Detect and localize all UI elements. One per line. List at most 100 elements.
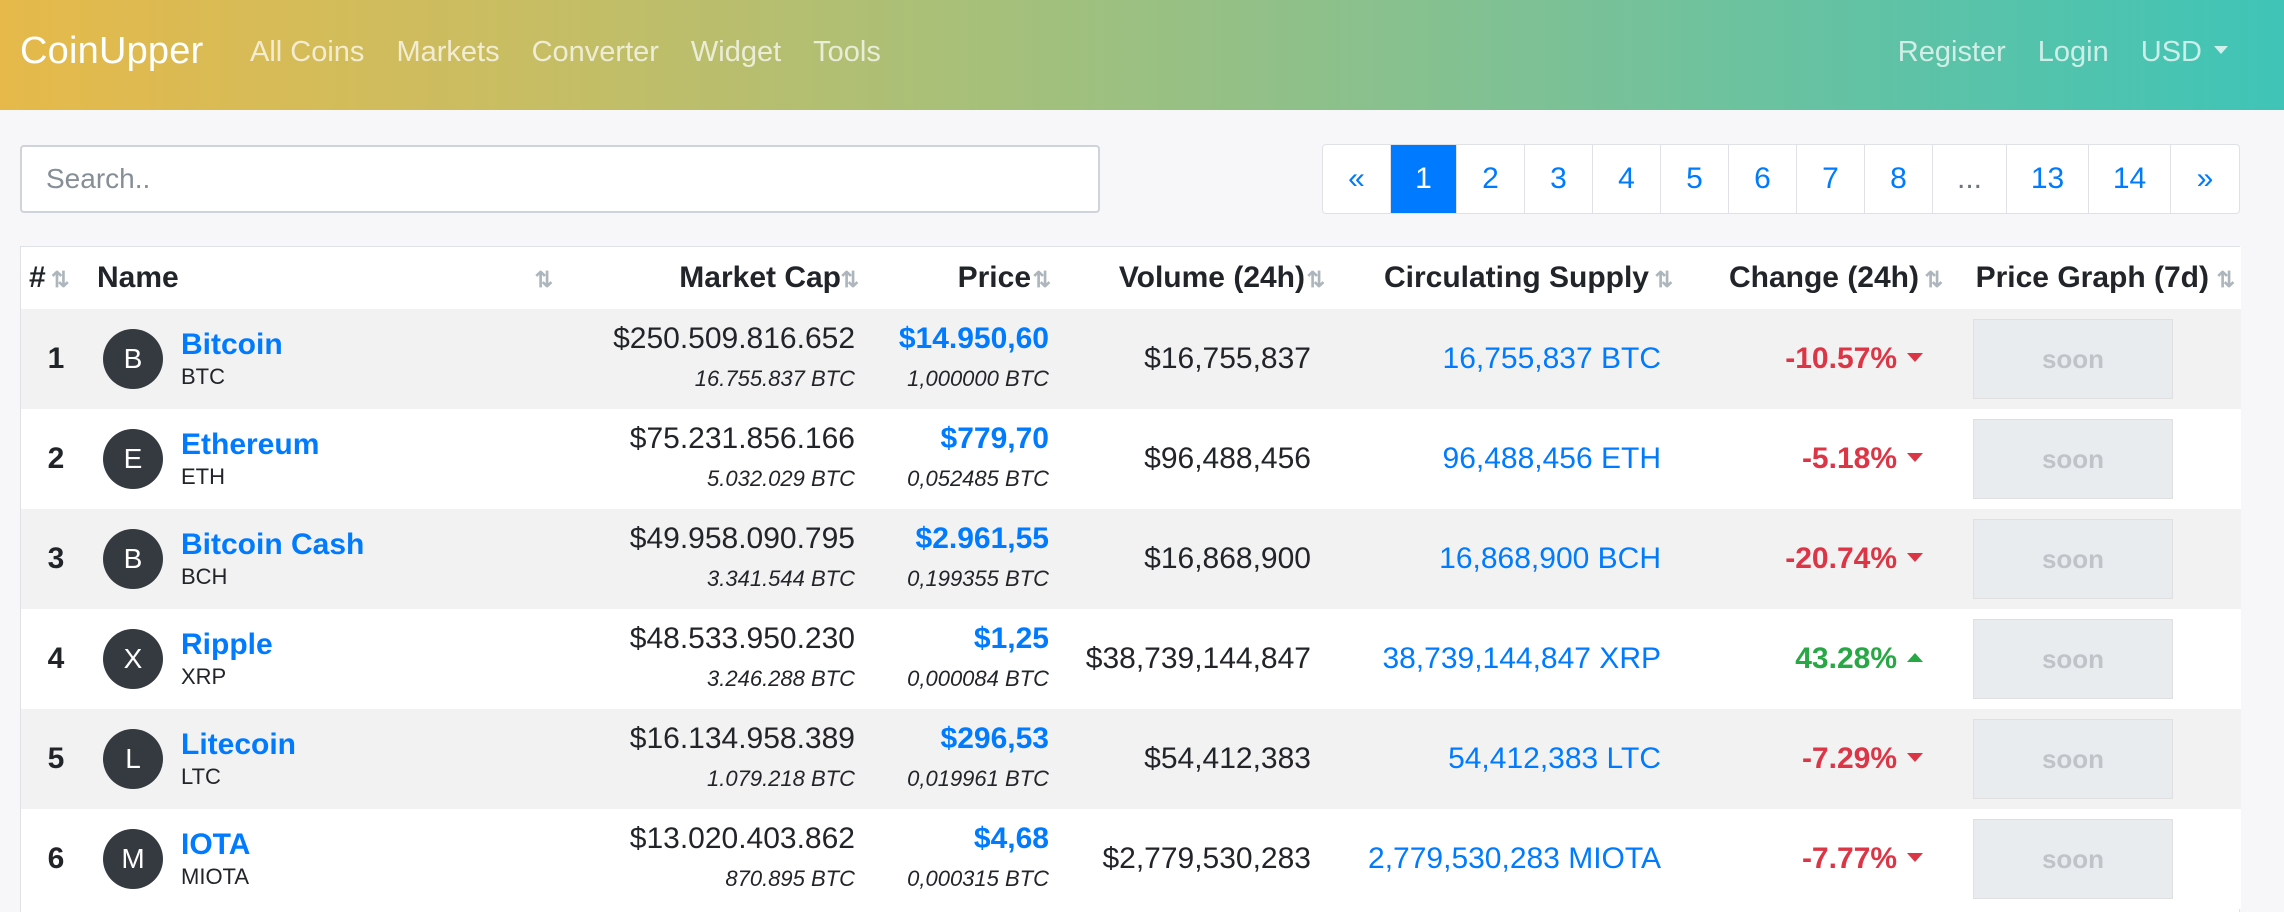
price-graph-placeholder: soon <box>1973 419 2173 499</box>
supply-cell[interactable]: 96,488,456 ETH <box>1325 409 1675 509</box>
col-price-label: Price <box>957 261 1031 294</box>
price-btc: 0,052485 BTC <box>907 466 1049 491</box>
login-link[interactable]: Login <box>2037 36 2109 68</box>
price-usd[interactable]: $14.950,60 <box>898 322 1049 355</box>
price-usd[interactable]: $779,70 <box>940 422 1049 455</box>
coin-name-link[interactable]: Litecoin <box>181 728 297 761</box>
page-5[interactable]: 5 <box>1661 145 1729 213</box>
page-next[interactable]: » <box>2196 162 2214 195</box>
market-cap-cell: $75.231.856.166 5.032.029 BTC <box>561 409 861 509</box>
price-usd[interactable]: $296,53 <box>940 722 1049 755</box>
coin-rank: 1 <box>21 309 91 409</box>
change-cell: -7.77% <box>1675 809 1945 909</box>
page-13[interactable]: 13 <box>2007 145 2089 213</box>
graph-cell: soon <box>1945 609 2241 709</box>
change-value: -7.77% <box>1801 842 1897 875</box>
col-marketcap-header[interactable]: Market Cap ⇅ <box>561 247 861 309</box>
coin-name-link[interactable]: Ripple <box>181 628 273 661</box>
supply-cell[interactable]: 16,755,837 BTC <box>1325 309 1675 409</box>
market-cap-btc: 870.895 BTC <box>725 866 855 891</box>
coin-rank: 5 <box>21 709 91 809</box>
page-14[interactable]: 14 <box>2089 145 2171 213</box>
page-8[interactable]: 8 <box>1865 145 1933 213</box>
supply-cell[interactable]: 38,739,144,847 XRP <box>1325 609 1675 709</box>
sort-icon[interactable]: ⇅ <box>840 267 859 292</box>
market-cap-usd: $16.134.958.389 <box>629 722 855 755</box>
table-row[interactable]: 3 B Bitcoin Cash BCH $49.958.090.795 3.3… <box>21 509 2241 609</box>
page-2[interactable]: 2 <box>1457 145 1525 213</box>
sort-icon[interactable]: ⇅ <box>1924 267 1943 292</box>
market-cap-cell: $16.134.958.389 1.079.218 BTC <box>561 709 861 809</box>
nav-widget[interactable]: Widget <box>690 36 782 68</box>
register-link[interactable]: Register <box>1897 36 2006 68</box>
market-cap-usd: $250.509.816.652 <box>613 322 855 355</box>
table-row[interactable]: 4 X Ripple XRP $48.533.950.230 3.246.288… <box>21 609 2241 709</box>
sort-icon[interactable]: ⇅ <box>1654 267 1673 292</box>
graph-cell: soon <box>1945 709 2241 809</box>
price-cell: $2.961,55 0,199355 BTC <box>861 509 1055 609</box>
pagination: « 1 2 3 4 5 6 7 8 ... 13 14 » <box>1322 144 2240 214</box>
coin-symbol: ETH <box>181 464 225 489</box>
page-prev[interactable]: « <box>1323 145 1391 213</box>
coin-symbol: BCH <box>181 564 228 589</box>
volume-cell: $38,739,144,847 <box>1055 609 1325 709</box>
page-1[interactable]: 1 <box>1391 145 1457 213</box>
sort-icon[interactable]: ⇅ <box>51 267 70 292</box>
triangle-down-icon <box>1907 552 1923 562</box>
coin-avatar: B <box>103 529 163 589</box>
price-usd[interactable]: $2.961,55 <box>915 522 1049 555</box>
change-cell: -10.57% <box>1675 309 1945 409</box>
sort-icon[interactable]: ⇅ <box>2216 267 2235 292</box>
coin-name-link[interactable]: IOTA <box>181 828 251 861</box>
coin-name-link[interactable]: Bitcoin <box>181 328 283 361</box>
change-value: 43.28% <box>1795 642 1897 675</box>
col-supply-header[interactable]: Circulating Supply ⇅ <box>1325 247 1675 309</box>
coin-symbol: LTC <box>181 764 221 789</box>
price-usd[interactable]: $1,25 <box>973 622 1049 655</box>
search-input[interactable] <box>20 145 1100 213</box>
col-graph-header[interactable]: Price Graph (7d) ⇅ <box>1945 247 2241 309</box>
table-row[interactable]: 6 M IOTA MIOTA $13.020.403.862 870.895 B… <box>21 809 2241 909</box>
page-3[interactable]: 3 <box>1525 145 1593 213</box>
nav-converter[interactable]: Converter <box>531 36 659 68</box>
sort-icon[interactable]: ⇅ <box>1306 267 1325 292</box>
account-nav: Register Login USD <box>1866 36 2228 69</box>
currency-dropdown[interactable]: USD <box>2141 36 2228 69</box>
coin-name-link[interactable]: Ethereum <box>181 428 320 461</box>
supply-cell[interactable]: 54,412,383 LTC <box>1325 709 1675 809</box>
graph-cell: soon <box>1945 409 2241 509</box>
price-btc: 0,019961 BTC <box>907 766 1049 791</box>
volume-cell: $2,779,530,283 <box>1055 809 1325 909</box>
price-btc: 0,000315 BTC <box>907 866 1049 891</box>
sort-icon[interactable]: ⇅ <box>1032 267 1051 292</box>
col-name-header[interactable]: Name ⇅ <box>91 247 561 309</box>
nav-all-coins[interactable]: All Coins <box>250 36 365 68</box>
table-row[interactable]: 5 L Litecoin LTC $16.134.958.389 1.079.2… <box>21 709 2241 809</box>
graph-cell: soon <box>1945 809 2241 909</box>
col-rank-header[interactable]: # ⇅ <box>21 247 91 309</box>
market-cap-btc: 16.755.837 BTC <box>694 366 855 391</box>
col-change-header[interactable]: Change (24h) ⇅ <box>1675 247 1945 309</box>
coin-name-link[interactable]: Bitcoin Cash <box>181 528 365 561</box>
col-volume-header[interactable]: Volume (24h) ⇅ <box>1055 247 1325 309</box>
page-7[interactable]: 7 <box>1797 145 1865 213</box>
nav-markets[interactable]: Markets <box>396 36 500 68</box>
triangle-down-icon <box>1907 752 1923 762</box>
price-graph-placeholder: soon <box>1973 319 2173 399</box>
sort-icon[interactable]: ⇅ <box>534 267 553 292</box>
page-6[interactable]: 6 <box>1729 145 1797 213</box>
page-4[interactable]: 4 <box>1593 145 1661 213</box>
brand-logo[interactable]: CoinUpper <box>20 30 204 72</box>
price-usd[interactable]: $4,68 <box>973 822 1049 855</box>
price-graph-placeholder: soon <box>1973 819 2173 899</box>
volume-cell: $96,488,456 <box>1055 409 1325 509</box>
supply-cell[interactable]: 2,779,530,283 MIOTA <box>1325 809 1675 909</box>
table-row[interactable]: 1 B Bitcoin BTC $250.509.816.652 16.755.… <box>21 309 2241 409</box>
nav-tools[interactable]: Tools <box>813 36 881 68</box>
supply-cell[interactable]: 16,868,900 BCH <box>1325 509 1675 609</box>
col-price-header[interactable]: Price ⇅ <box>861 247 1055 309</box>
coin-rank: 4 <box>21 609 91 709</box>
triangle-down-icon <box>1907 452 1923 462</box>
table-row[interactable]: 2 E Ethereum ETH $75.231.856.166 5.032.0… <box>21 409 2241 509</box>
col-rank-label: # <box>29 261 46 294</box>
